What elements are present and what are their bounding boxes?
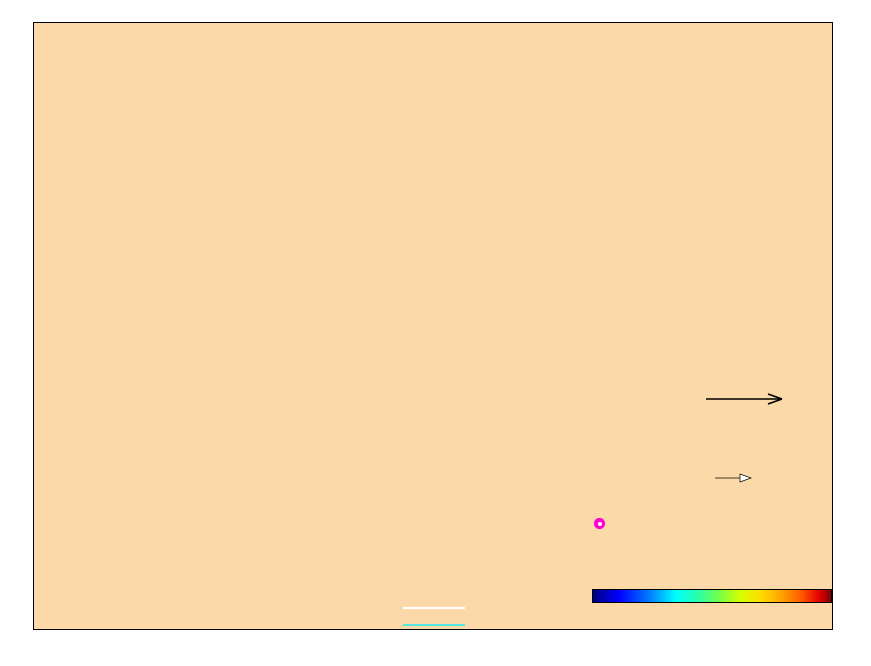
colorbar-tick-labels: [592, 608, 832, 626]
colorbar-gradient: [592, 589, 832, 603]
map-plot-area[interactable]: [33, 22, 833, 630]
depth-line-1000m: [403, 624, 465, 626]
current-legend: [704, 391, 794, 411]
wind-scale-arrow-icon: [715, 473, 753, 483]
wind-legend: [704, 471, 754, 485]
current-scale-arrow-icon: [706, 393, 783, 405]
colorbar: [592, 585, 832, 626]
argo-marker-icon: [594, 518, 605, 529]
vector-overlay-layer: [34, 23, 832, 629]
argo-legend: [594, 518, 621, 529]
depth-line-200m: [403, 607, 465, 609]
